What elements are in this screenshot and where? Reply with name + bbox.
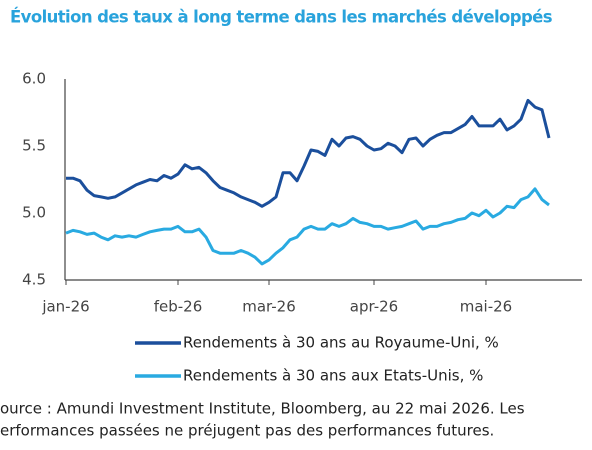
legend-label: Rendements à 30 ans au Royaume-Uni, % — [183, 334, 499, 352]
series-line — [65, 187, 550, 266]
x-tick-label: apr-26 — [350, 298, 398, 316]
y-tick-label: 5.5 — [22, 137, 46, 155]
x-tick-label: mar-26 — [242, 298, 296, 316]
source: erformances passées ne préjugent pas des… — [0, 422, 494, 440]
x-tick-label: feb-26 — [154, 298, 203, 316]
x-tick-label: jan-26 — [41, 298, 89, 316]
x-tick-label: mai-26 — [460, 298, 512, 316]
y-tick-label: 4.5 — [22, 271, 46, 289]
y-tick-label: 6.0 — [22, 70, 46, 88]
source: ource : Amundi Investment Institute, Blo… — [0, 400, 525, 418]
chart-title: Évolution des taux à long terme dans les… — [10, 8, 553, 27]
series-line — [66, 98, 551, 208]
y-tick-label: 5.0 — [22, 204, 46, 222]
legend-label: Rendements à 30 ans aux Etats-Unis, % — [183, 367, 483, 385]
